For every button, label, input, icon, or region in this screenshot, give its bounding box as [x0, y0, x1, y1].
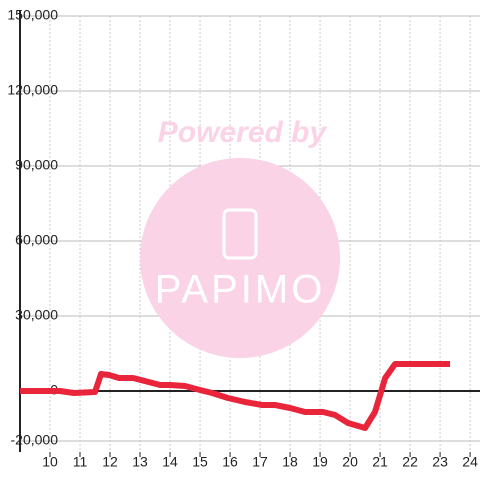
x-tick-label: 11 [73, 454, 88, 470]
line [20, 361, 450, 431]
x-tick-label: 18 [282, 454, 298, 470]
x-tick-label: 24 [462, 454, 478, 470]
x-tick-label: 14 [162, 454, 178, 470]
x-tick-label: 12 [102, 454, 118, 470]
watermark-icon [222, 208, 258, 260]
x-tick-label: 16 [222, 454, 238, 470]
watermark-text: Powered by [158, 116, 328, 149]
x-tick-label: 19 [312, 454, 328, 470]
x-tick-label: 10 [42, 454, 58, 470]
y-tick-label: 120,000 [7, 82, 58, 98]
x-tick-label: 20 [342, 454, 358, 470]
y-tick-label: -20,000 [11, 432, 59, 448]
x-tick-label: 22 [402, 454, 418, 470]
y-tick-label: 60,000 [15, 232, 58, 248]
x-tick-label: 13 [132, 454, 148, 470]
x-tick-label: 15 [192, 454, 208, 470]
x-tick-label: 23 [432, 454, 448, 470]
x-tick-label: 17 [252, 454, 268, 470]
y-tick-label: 30,000 [15, 307, 58, 323]
y-tick-label: 90,000 [15, 157, 58, 173]
x-tick-label: 21 [372, 454, 388, 470]
watermark-logo: PAPIMO [155, 268, 326, 312]
y-tick-label: 150,000 [7, 7, 58, 23]
